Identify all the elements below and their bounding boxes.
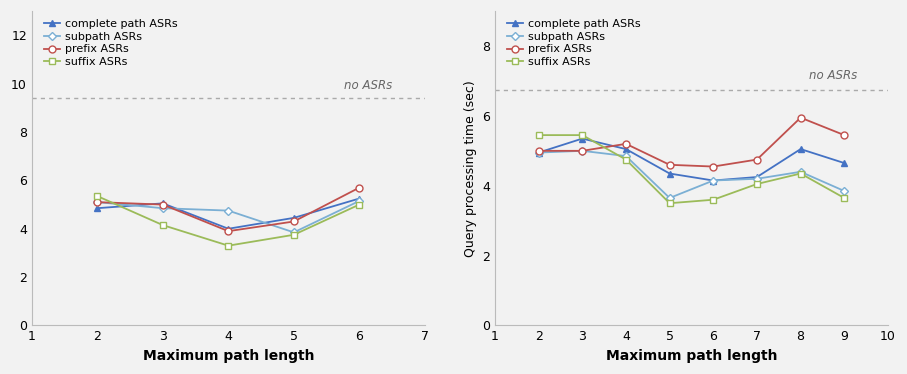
X-axis label: Maximum path length: Maximum path length: [606, 349, 777, 363]
Y-axis label: Query processing time (sec): Query processing time (sec): [463, 80, 476, 257]
Legend: complete path ASRs, subpath ASRs, prefix ASRs, suffix ASRs: complete path ASRs, subpath ASRs, prefix…: [504, 17, 643, 70]
Text: no ASRs: no ASRs: [809, 69, 857, 82]
Legend: complete path ASRs, subpath ASRs, prefix ASRs, suffix ASRs: complete path ASRs, subpath ASRs, prefix…: [42, 17, 180, 70]
X-axis label: Maximum path length: Maximum path length: [142, 349, 314, 363]
Text: no ASRs: no ASRs: [344, 79, 392, 92]
